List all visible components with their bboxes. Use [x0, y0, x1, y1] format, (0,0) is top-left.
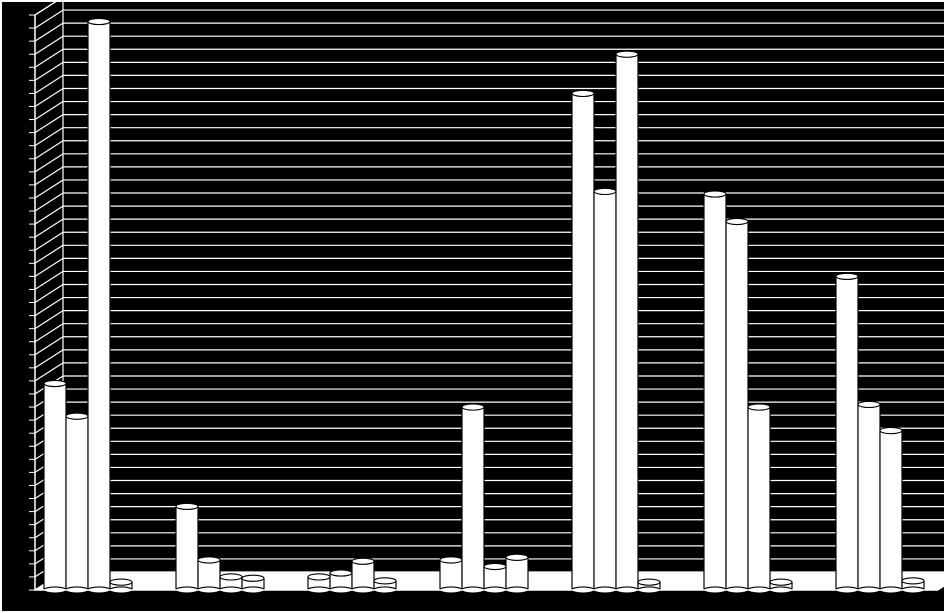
- bar-chart: [0, 0, 946, 613]
- chart-svg: [0, 0, 946, 613]
